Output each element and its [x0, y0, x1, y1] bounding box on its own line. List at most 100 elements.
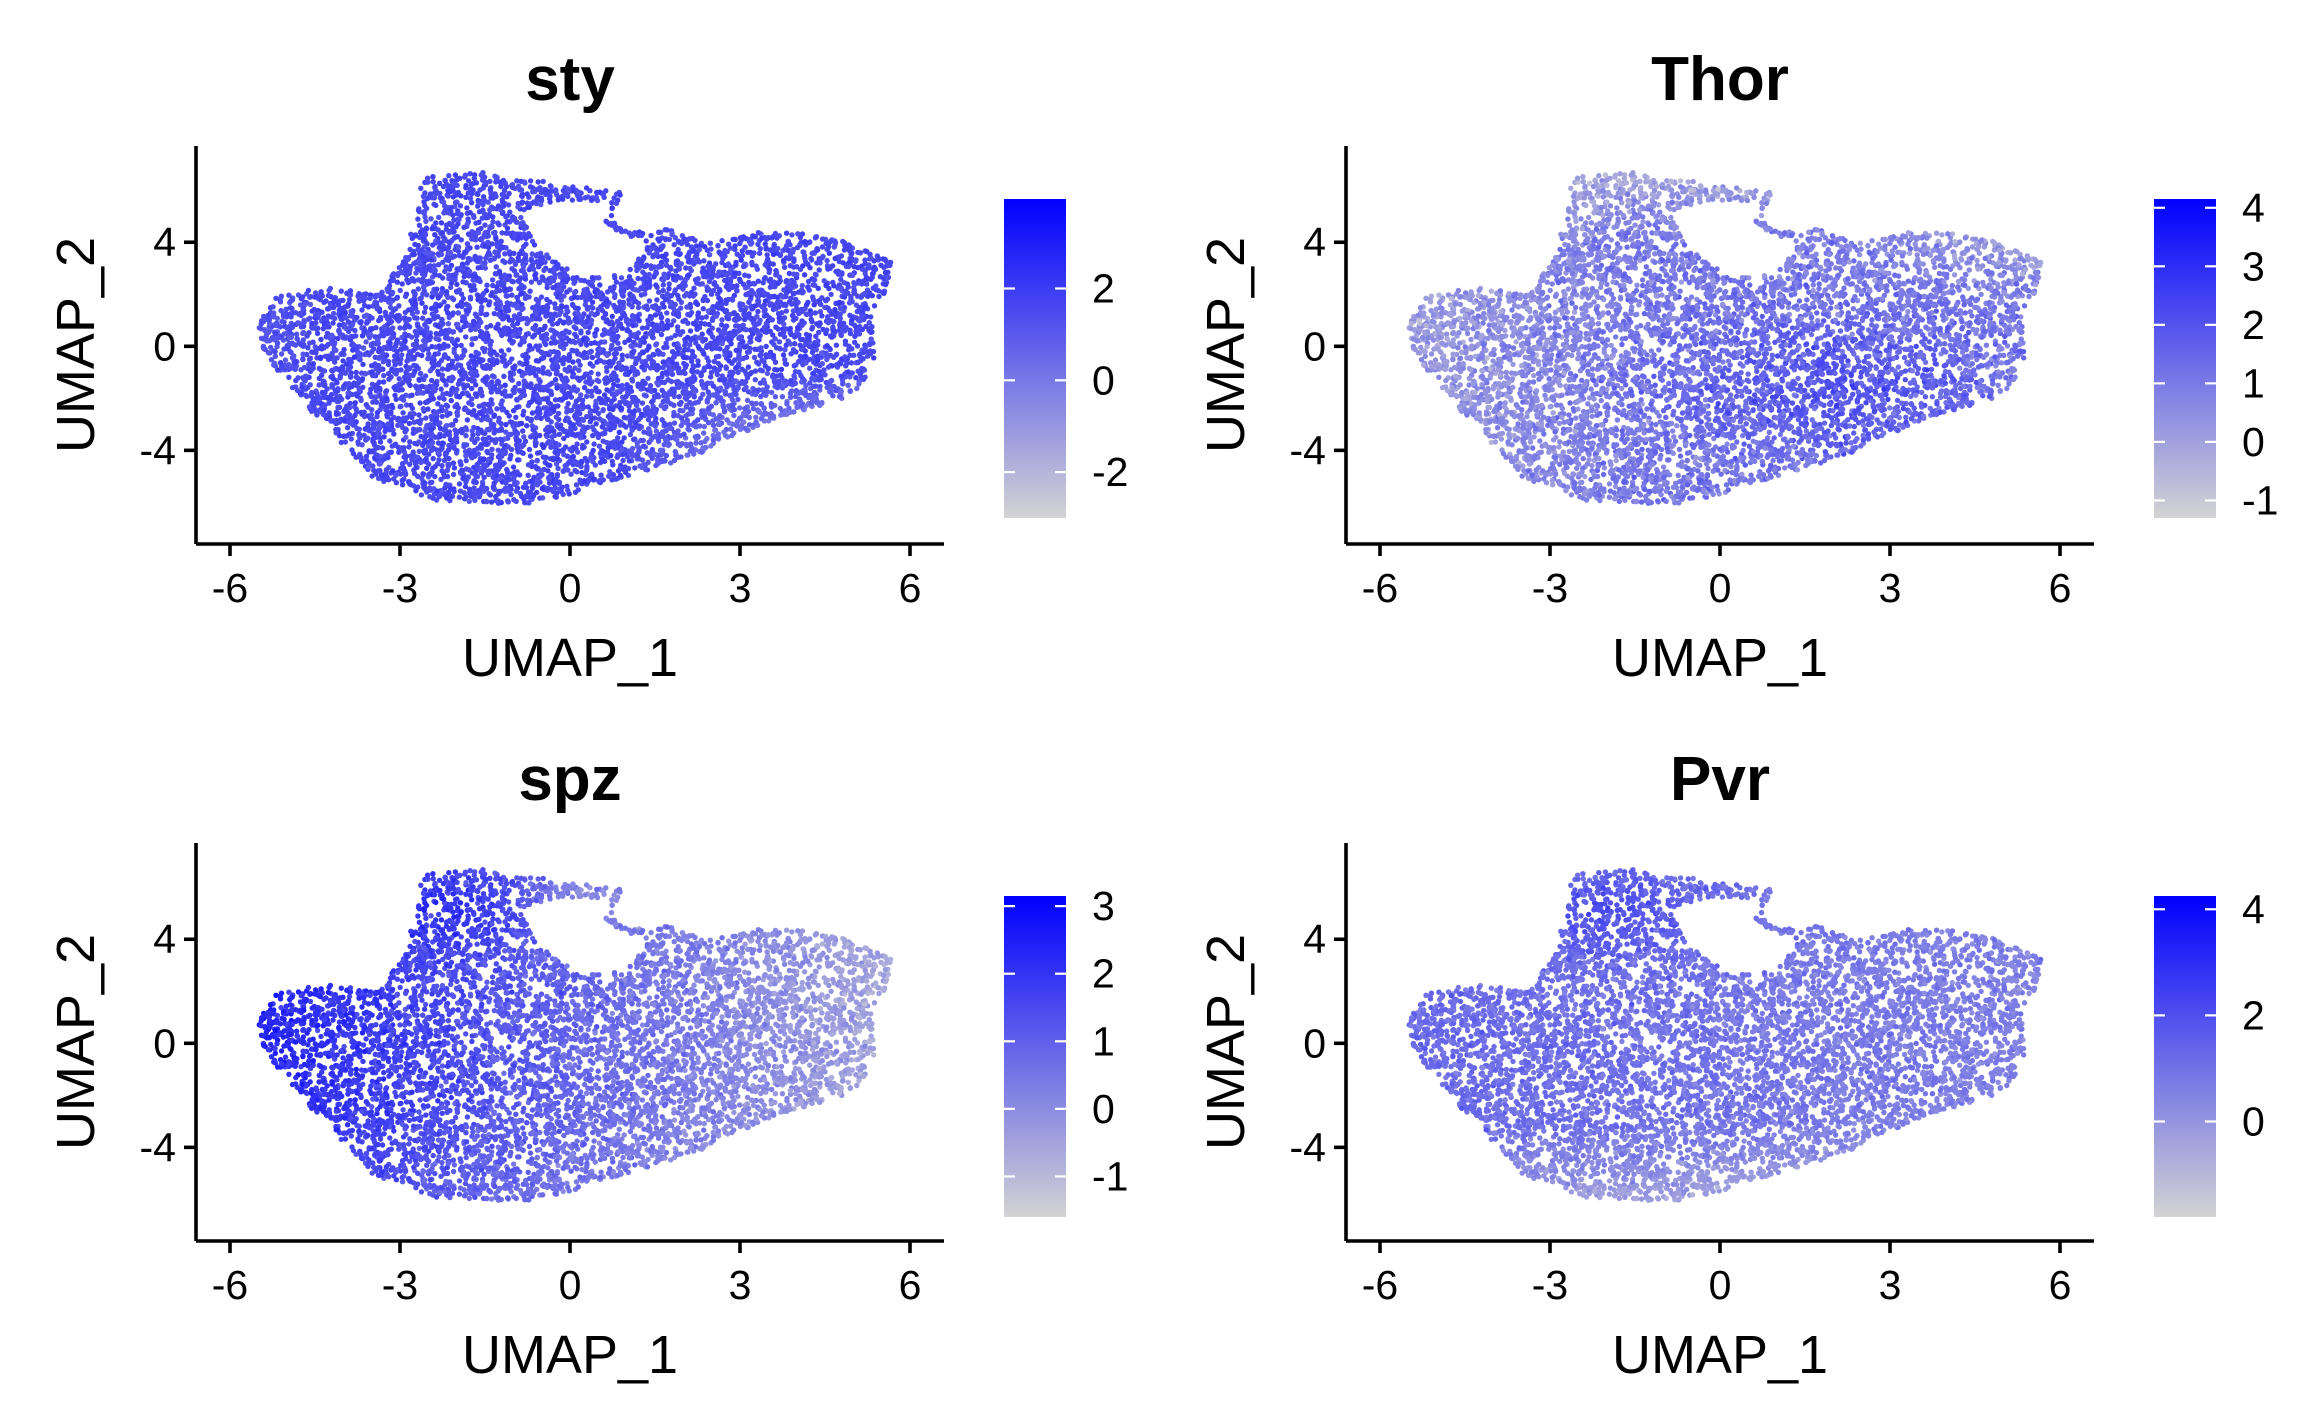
- cell-point: [691, 354, 698, 360]
- cell-point: [419, 352, 425, 359]
- cell-point: [625, 321, 632, 327]
- cell-point: [433, 202, 439, 209]
- cell-point: [643, 238, 649, 244]
- cell-point: [389, 289, 396, 296]
- cell-point: [369, 349, 375, 355]
- cell-point: [521, 243, 527, 250]
- cell-point: [635, 381, 641, 387]
- cell-point: [706, 252, 713, 258]
- cell-point: [791, 279, 797, 286]
- cell-point: [399, 281, 405, 287]
- cell-point: [338, 288, 344, 294]
- cell-point: [742, 244, 748, 250]
- cell-point: [712, 427, 718, 433]
- cell-point: [265, 350, 272, 356]
- cell-point: [397, 360, 403, 367]
- cell-point: [757, 346, 763, 352]
- cell-point: [701, 365, 708, 371]
- cell-point: [472, 497, 478, 503]
- cell-point: [653, 428, 660, 434]
- cell-point: [852, 333, 858, 339]
- cell-point: [871, 303, 878, 309]
- cell-point: [439, 462, 445, 469]
- cell-point: [576, 396, 582, 402]
- cell-point: [743, 291, 749, 298]
- cell-point: [686, 236, 692, 242]
- cell-point: [876, 293, 882, 300]
- cell-point: [487, 346, 494, 352]
- cell-point: [510, 464, 517, 470]
- cell-point: [428, 305, 435, 312]
- cell-point: [798, 403, 804, 409]
- cell-point: [795, 231, 801, 237]
- cell-point: [488, 389, 494, 395]
- cell-point: [639, 325, 646, 331]
- cell-point: [674, 361, 680, 367]
- cell-point: [596, 275, 602, 281]
- cell-point: [772, 336, 778, 342]
- cell-point: [455, 321, 461, 328]
- cell-point: [790, 308, 797, 314]
- cell-point: [698, 440, 704, 446]
- cell-point: [833, 342, 840, 348]
- cell-point: [415, 216, 421, 222]
- cell-point: [430, 455, 436, 462]
- cell-point: [672, 449, 678, 455]
- cell-point: [840, 325, 847, 331]
- cell-point: [549, 434, 555, 440]
- cell-point: [325, 341, 331, 348]
- cell-point: [740, 339, 746, 345]
- cell-point: [314, 390, 320, 397]
- cell-point: [589, 471, 595, 477]
- cell-point: [504, 219, 510, 225]
- cell-point: [545, 369, 551, 375]
- cell-point: [696, 259, 703, 265]
- cell-point: [703, 344, 710, 350]
- cell-point: [388, 374, 394, 380]
- cell-point: [851, 352, 857, 358]
- cell-point: [590, 363, 596, 369]
- cell-point: [813, 333, 819, 339]
- cell-point: [359, 307, 365, 313]
- cell-point: [464, 417, 471, 423]
- cell-point: [366, 334, 373, 341]
- cell-point: [630, 410, 636, 416]
- cell-point: [703, 381, 710, 387]
- cell-point: [623, 424, 629, 430]
- cell-point: [538, 294, 545, 300]
- cell-point: [424, 175, 431, 181]
- cell-point: [539, 485, 545, 492]
- cell-point: [828, 378, 834, 384]
- cell-point: [749, 253, 756, 259]
- cell-point: [851, 290, 858, 296]
- cell-point: [412, 241, 418, 248]
- cell-point: [597, 477, 603, 484]
- cell-point: [565, 467, 571, 473]
- cell-point: [375, 292, 382, 298]
- cell-point: [771, 293, 778, 299]
- cell-point: [462, 348, 468, 354]
- cell-point: [843, 363, 849, 369]
- cell-point: [418, 492, 425, 498]
- cell-point: [375, 393, 382, 399]
- cell-point: [278, 351, 285, 357]
- cell-point: [463, 183, 469, 189]
- cell-point: [626, 458, 633, 464]
- cell-point: [593, 421, 599, 427]
- cell-point: [501, 187, 508, 194]
- cell-point: [552, 397, 559, 403]
- cell-point: [791, 258, 797, 265]
- cell-point: [569, 374, 576, 380]
- cell-point: [661, 405, 668, 412]
- cell-point: [538, 260, 544, 267]
- cell-point: [458, 342, 464, 349]
- cell-point: [387, 300, 394, 306]
- cell-point: [288, 310, 294, 317]
- cell-point: [460, 279, 466, 285]
- cell-point: [502, 443, 508, 450]
- cell-point: [678, 454, 684, 460]
- cell-point: [773, 324, 779, 330]
- cell-point: [398, 367, 404, 373]
- cell-point: [707, 364, 713, 370]
